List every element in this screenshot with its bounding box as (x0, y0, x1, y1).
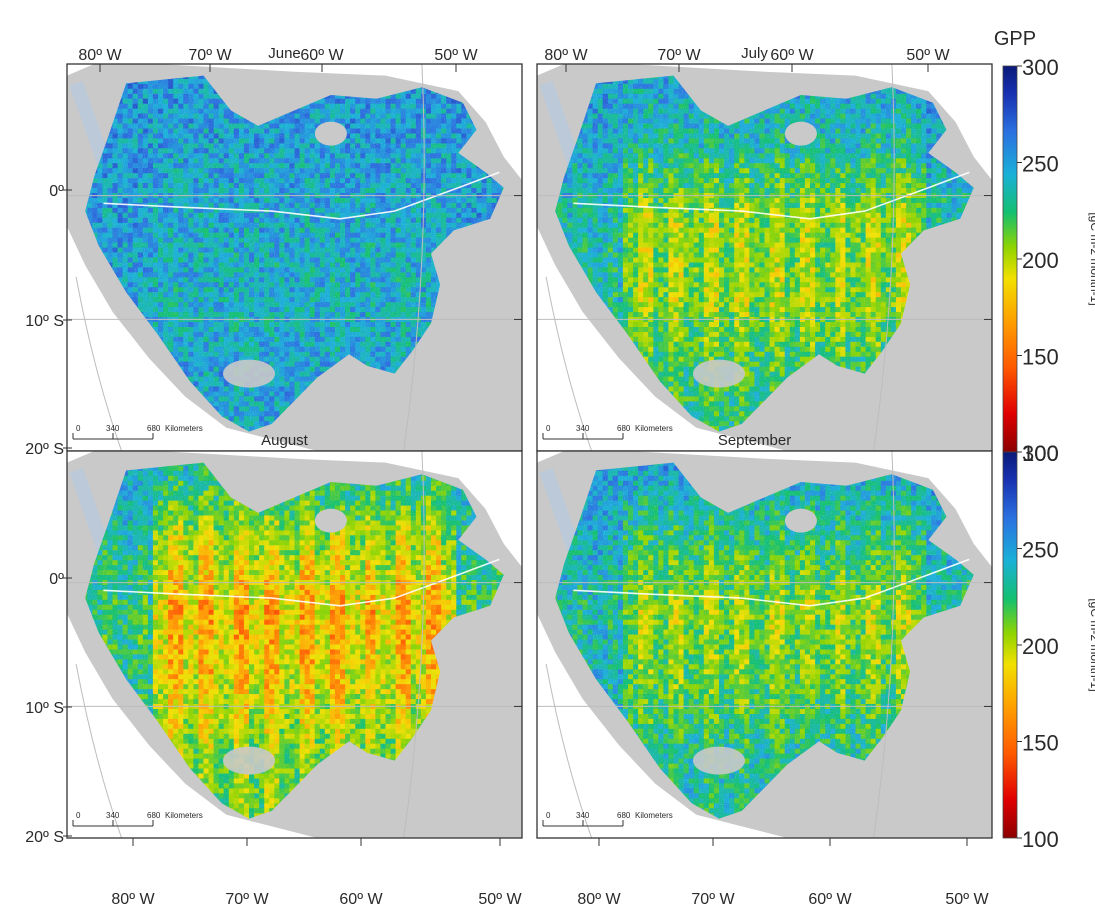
map-panel-june: June0 340 680 Kilometers (66, 45, 523, 452)
